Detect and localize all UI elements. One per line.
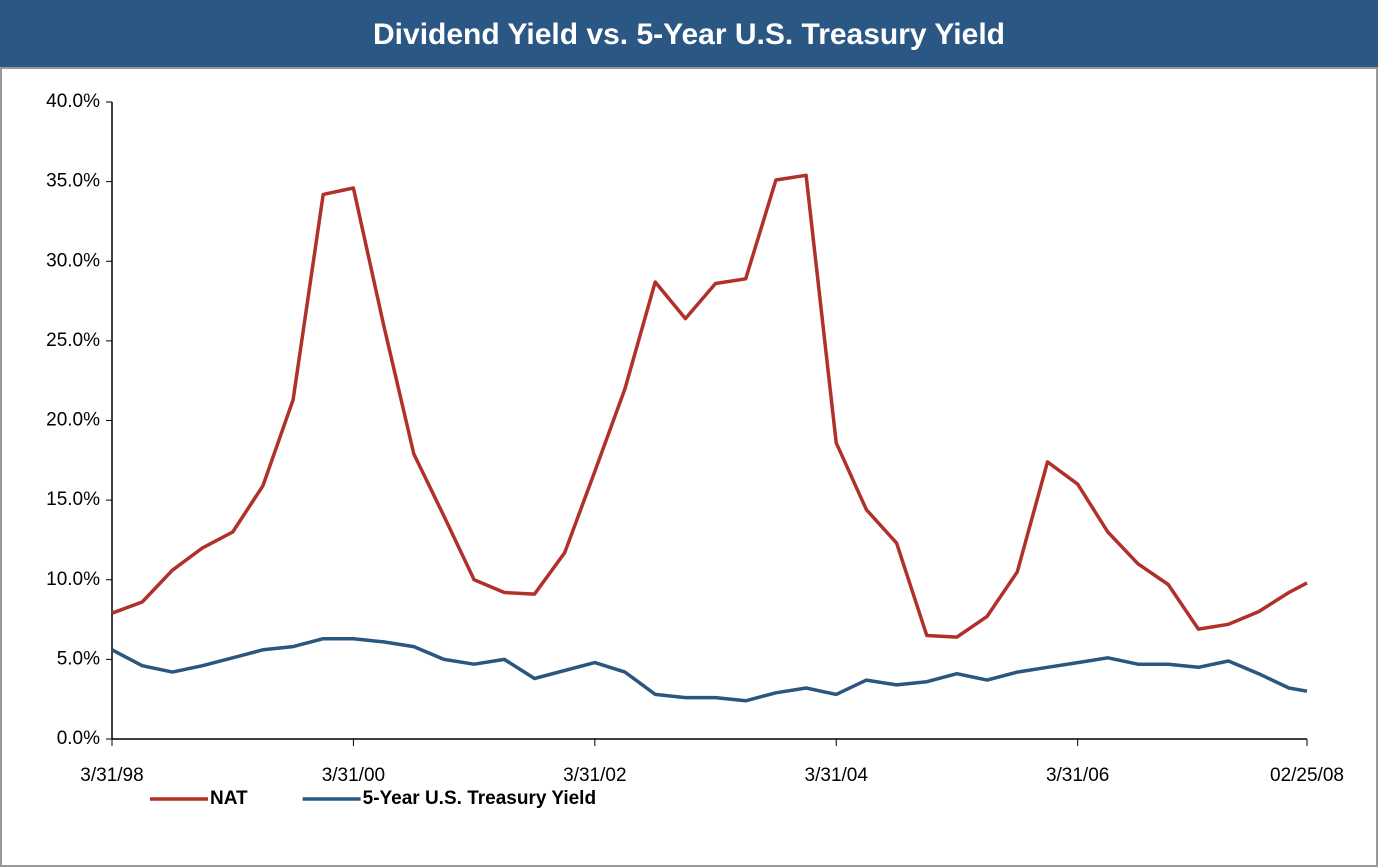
x-tick-label: 3/31/04 (805, 765, 869, 786)
series-line (111, 636, 1308, 703)
chart-title: Dividend Yield vs. 5-Year U.S. Treasury … (373, 18, 1005, 51)
y-tick-label: 25.0% (46, 330, 100, 351)
y-tick-label: 20.0% (46, 410, 100, 431)
legend-label: NAT (210, 788, 248, 809)
chart-border (0, 67, 1378, 867)
x-tick-label: 3/31/02 (563, 765, 626, 786)
y-tick-label: 15.0% (46, 489, 100, 510)
title-bar (0, 0, 1378, 68)
y-tick-label: 30.0% (46, 250, 100, 271)
x-tick-label: 3/31/06 (1046, 765, 1109, 786)
y-tick-label: 40.0% (46, 91, 100, 112)
x-tick-label: 3/31/98 (80, 765, 143, 786)
legend-label: 5-Year U.S. Treasury Yield (363, 788, 596, 809)
y-tick-label: 0.0% (57, 728, 100, 749)
series-line (111, 173, 1308, 639)
y-tick-label: 5.0% (57, 648, 100, 669)
x-tick-label: 02/25/08 (1270, 765, 1344, 786)
y-tick-label: 10.0% (46, 569, 100, 590)
x-tick-label: 3/31/00 (322, 765, 385, 786)
y-tick-label: 35.0% (46, 171, 100, 192)
